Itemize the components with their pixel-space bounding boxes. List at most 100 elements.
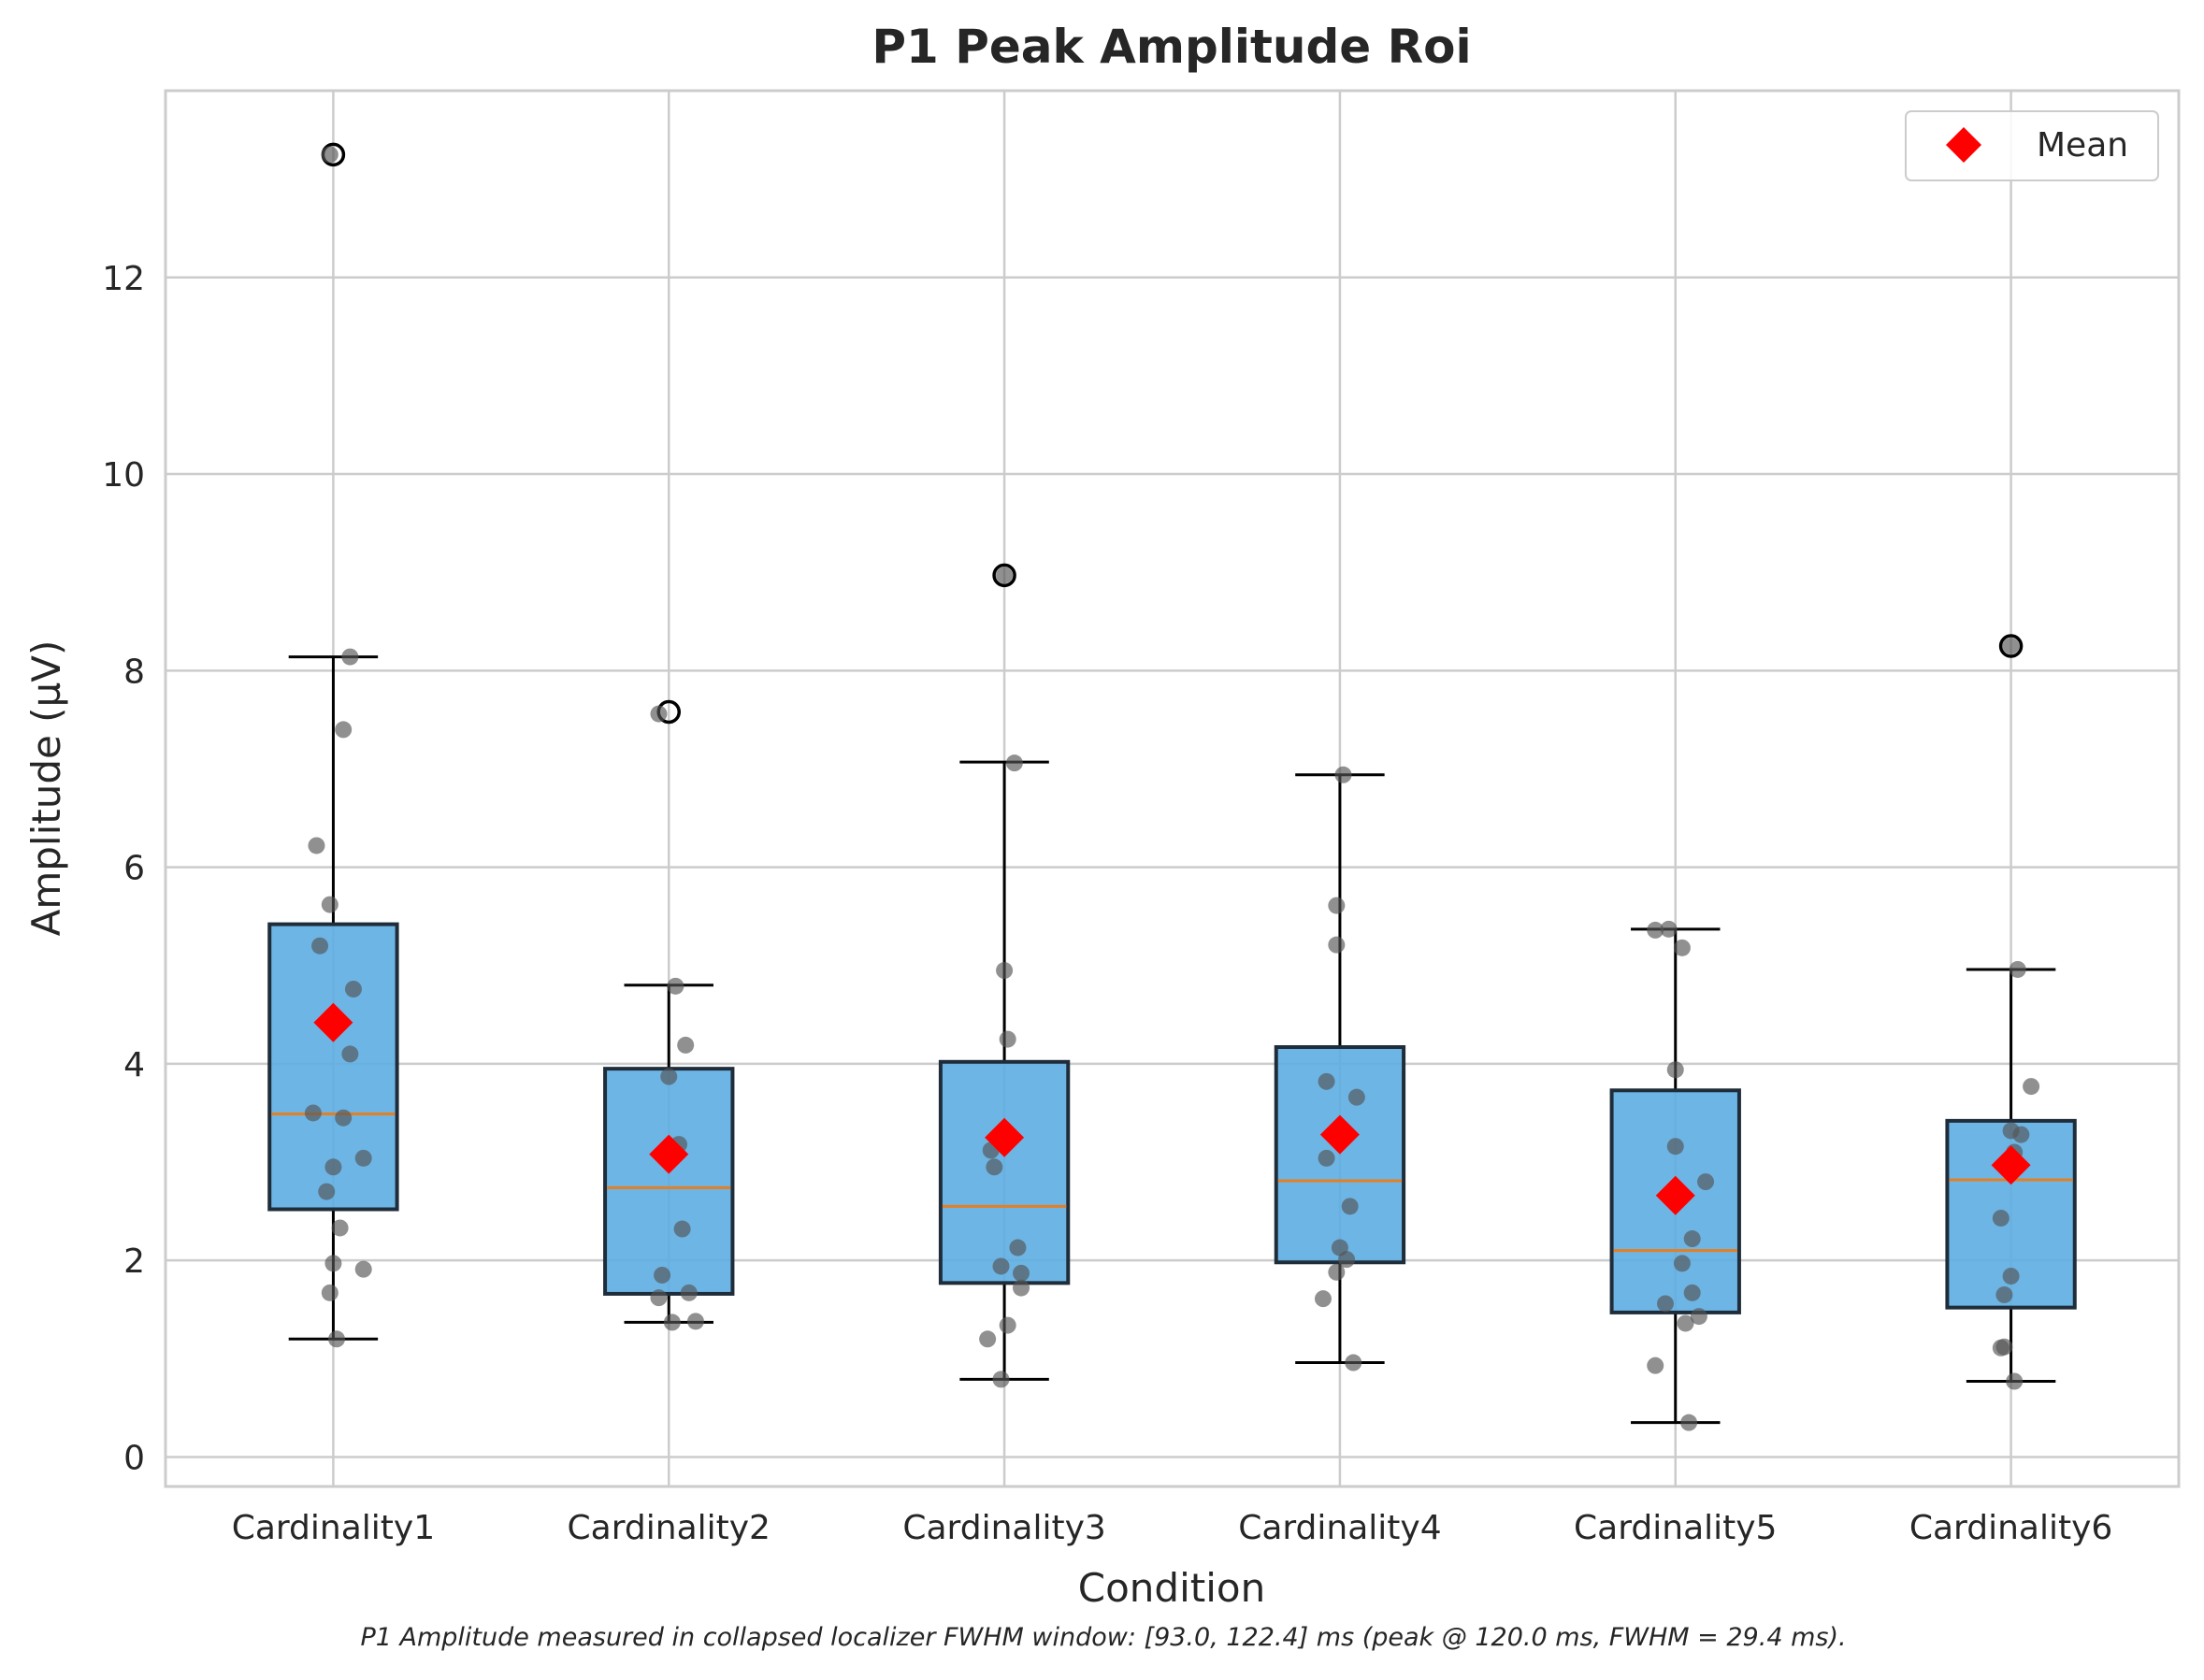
mean-marker (985, 1117, 1025, 1157)
legend-mean-label: Mean (2037, 126, 2128, 165)
y-tick-label: 10 (102, 456, 145, 495)
data-point (1334, 766, 1352, 783)
box-layer (267, 142, 2077, 1425)
data-point (1697, 1173, 1715, 1191)
data-point (321, 896, 339, 913)
data-point (1666, 1061, 1684, 1079)
data-point (992, 1371, 1010, 1388)
data-point (1677, 1314, 1694, 1332)
data-point (318, 1183, 336, 1200)
data-point (321, 1284, 339, 1301)
y-tick-label: 4 (123, 1046, 145, 1084)
data-point (1009, 1239, 1027, 1256)
data-point (341, 648, 359, 666)
iqr-box (603, 1067, 735, 1296)
data-point (654, 1266, 671, 1284)
data-point (1318, 1072, 1335, 1090)
x-tick-label: Cardinality1 (232, 1509, 435, 1547)
data-point (324, 1158, 342, 1176)
y-tick-label: 0 (123, 1439, 145, 1477)
data-point (677, 1036, 695, 1054)
data-point (1347, 1088, 1365, 1106)
data-point (1328, 936, 1346, 954)
data-point (1992, 1209, 2010, 1227)
y-tick-label: 8 (123, 653, 145, 691)
data-point (1338, 1251, 1356, 1269)
data-point (996, 567, 1014, 584)
data-point (686, 1313, 704, 1330)
data-point (1690, 1308, 1707, 1326)
data-point (1666, 1138, 1684, 1156)
data-point (1013, 1264, 1030, 1282)
data-point (986, 1158, 1003, 1176)
data-point (1680, 1414, 1698, 1431)
data-point (335, 721, 353, 739)
data-point (1013, 1279, 1030, 1297)
data-point (1647, 921, 1664, 939)
data-point (1314, 1290, 1332, 1308)
data-point (999, 1030, 1016, 1048)
data-point (999, 1316, 1016, 1334)
iqr-box (1274, 1045, 1406, 1265)
data-point (1995, 1285, 2013, 1303)
data-point (344, 980, 362, 998)
mean-marker (1991, 1145, 2031, 1185)
data-point (992, 1257, 1010, 1275)
data-point (1328, 1263, 1346, 1281)
data-point (335, 1109, 353, 1127)
box-group-cardinality2 (603, 699, 735, 1324)
data-point (331, 1219, 349, 1237)
data-point (1673, 939, 1691, 956)
y-axis-label: Amplitude (µV) (23, 640, 69, 937)
mean-marker (313, 1002, 353, 1042)
data-point (324, 1255, 342, 1272)
data-point (328, 1330, 346, 1348)
x-axis-label: Condition (1078, 1565, 1265, 1611)
data-point (663, 1314, 681, 1331)
data-point (1345, 1354, 1362, 1371)
data-point (1318, 1149, 1335, 1167)
data-point (1341, 1198, 1359, 1215)
data-point (321, 146, 339, 164)
mean-layer (313, 1002, 2031, 1215)
data-point (2012, 1126, 2030, 1143)
data-point (650, 705, 668, 723)
data-point (650, 1289, 668, 1307)
legend: Mean (1905, 110, 2159, 181)
chart-title: P1 Peak Amplitude Roi (872, 20, 1471, 74)
data-point (1992, 1339, 2010, 1357)
x-tick-label: Cardinality3 (902, 1509, 1105, 1547)
y-tick-label: 2 (123, 1242, 145, 1281)
data-point (311, 937, 329, 955)
data-point (2002, 638, 2020, 655)
x-tick-label: Cardinality5 (1574, 1509, 1777, 1547)
y-tick-label: 12 (102, 260, 145, 298)
box-group-cardinality4 (1274, 773, 1406, 1365)
data-point (2002, 1267, 2020, 1285)
data-point (667, 977, 684, 995)
data-point (979, 1330, 997, 1348)
mean-marker (649, 1134, 689, 1174)
data-point (1328, 897, 1346, 914)
data-point (2009, 960, 2026, 978)
outlier-marker (1998, 634, 2024, 658)
tick-layer: 0 2 4 6 8 10 12 Cardinality1 Cardinality2 Cardina… (102, 260, 2112, 1547)
data-point (2006, 1372, 2024, 1390)
data-point (680, 1284, 698, 1301)
data-point (341, 1045, 359, 1063)
data-point (1673, 1255, 1691, 1272)
data-point (304, 1104, 322, 1122)
outlier-marker (992, 563, 1016, 588)
x-tick-label: Cardinality4 (1238, 1509, 1441, 1547)
iqr-box (938, 1059, 1071, 1285)
data-point (1656, 1295, 1674, 1313)
data-point (1647, 1357, 1664, 1374)
legend-frame (1905, 110, 2159, 181)
x-tick-label: Cardinality6 (1909, 1509, 2112, 1547)
data-point (308, 837, 325, 854)
data-point (354, 1260, 372, 1278)
data-point (2023, 1078, 2040, 1096)
y-tick-label: 6 (123, 850, 145, 888)
